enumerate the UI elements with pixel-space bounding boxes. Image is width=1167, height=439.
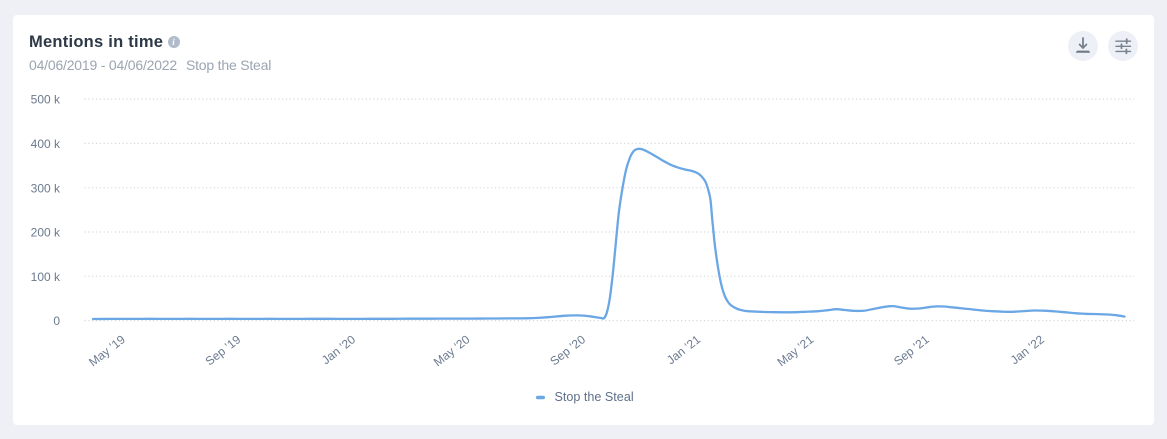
svg-text:Sep ’21: Sep ’21 <box>891 332 932 368</box>
svg-text:500 k: 500 k <box>31 93 61 107</box>
svg-text:Jan ’20: Jan ’20 <box>319 332 358 367</box>
svg-text:400 k: 400 k <box>31 137 61 151</box>
svg-text:0: 0 <box>53 314 60 328</box>
svg-text:Jan ’22: Jan ’22 <box>1008 332 1047 367</box>
svg-text:May ’19: May ’19 <box>86 332 128 369</box>
svg-text:100 k: 100 k <box>31 270 61 284</box>
svg-text:Stop the Steal: Stop the Steal <box>555 390 634 404</box>
svg-text:Sep ’20: Sep ’20 <box>547 332 588 368</box>
svg-text:300 k: 300 k <box>31 181 61 195</box>
svg-text:Jan ’21: Jan ’21 <box>664 332 703 367</box>
svg-text:May ’21: May ’21 <box>775 332 817 369</box>
svg-text:200 k: 200 k <box>31 226 61 240</box>
svg-text:May ’20: May ’20 <box>431 332 473 369</box>
svg-text:Sep ’19: Sep ’19 <box>203 332 244 368</box>
